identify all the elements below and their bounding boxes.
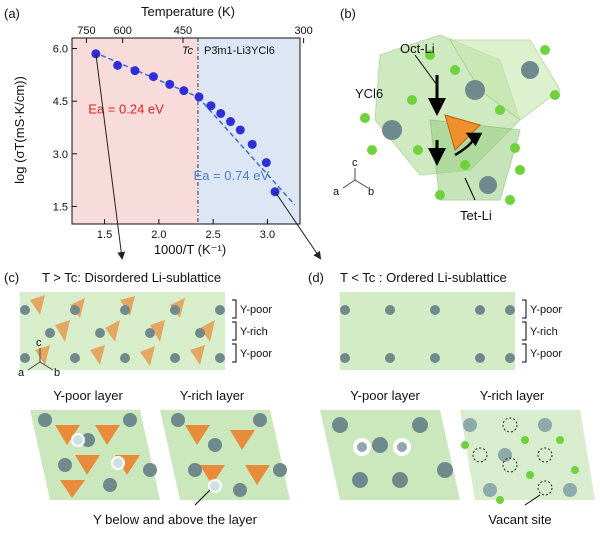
top-tick-label: 750 (77, 25, 95, 37)
ea-high-label: Ea = 0.24 eV (88, 101, 164, 116)
ea-low-label: Ea = 0.74 eV (194, 168, 270, 183)
x-tick-label: 1.5 (97, 229, 112, 241)
shade-low-temp (197, 38, 300, 224)
x-axis-label: 1000/T (K⁻¹) (154, 242, 226, 257)
d-note: Vacant site (488, 512, 551, 527)
crystal-structure-b (342, 34, 561, 205)
arrow-to-c (95, 53, 126, 260)
fit-line (197, 96, 296, 206)
y-rich-layer-c (160, 410, 290, 500)
data-point (226, 117, 236, 127)
axis-c-b: c (352, 157, 358, 169)
data-point (216, 108, 226, 118)
panel-d-label: (d) (308, 270, 324, 285)
panel-c-title: T > Tc: Disordered Li-sublattice (42, 270, 221, 285)
tet-li-label: Tet-Li (460, 208, 492, 223)
x-tick-label: 2.5 (205, 229, 220, 241)
data-point (179, 86, 189, 96)
layer-stack-c (20, 292, 237, 371)
y-axis-label: log (σT(mS·K/cm)) (12, 76, 27, 184)
data-point (113, 60, 123, 70)
panel-a-label: (a) (4, 6, 20, 21)
d-right-label: Y-rich layer (480, 388, 545, 403)
d-layer-2: Y-rich (530, 326, 558, 338)
oct-li-label: Oct-Li (400, 41, 435, 56)
chart-a: 1.5 2.0 2.5 3.0 1.5 3.0 4.5 6.0 750 600 450 300 Tc P3… (53, 25, 322, 260)
panel-d-title: T < Tc : Ordered Li-sublattice (340, 270, 507, 285)
c-left-label: Y-poor layer (53, 388, 123, 403)
data-point (148, 72, 158, 82)
top-tick-label: 600 (113, 25, 131, 37)
c-layer-2: Y-rich (240, 326, 268, 338)
c-layer-1: Y-poor (240, 304, 272, 316)
data-point (206, 101, 216, 111)
phase-label: P3̄m1-Li3YCl6 (204, 45, 275, 57)
data-point (235, 125, 245, 135)
data-point (194, 92, 204, 102)
data-point (165, 79, 175, 89)
x-tick-label: 3.0 (260, 229, 275, 241)
x-tick-label: 2.0 (151, 229, 166, 241)
data-point (261, 158, 271, 168)
c-axis-b: b (54, 367, 60, 379)
arrow-to-d (274, 191, 322, 260)
y-tick-label: 1.5 (53, 201, 68, 213)
top-tick-label: 300 (294, 25, 312, 37)
fit-line (93, 51, 199, 98)
y-poor-layer-d (320, 410, 460, 500)
shade-high-temp (72, 38, 198, 224)
c-layer-3: Y-poor (240, 348, 272, 360)
panel-c-label: (c) (4, 270, 19, 285)
y-tick-label: 3.0 (53, 149, 68, 161)
panel-b-label: (b) (340, 6, 356, 21)
plot-frame (71, 37, 301, 225)
c-axis-c: c (36, 337, 42, 349)
c-axis-a: a (18, 367, 25, 379)
data-point (247, 139, 257, 149)
ycl6-label: YCl6 (355, 86, 383, 101)
top-tick-label: 450 (174, 25, 192, 37)
y-tick-label: 4.5 (53, 96, 68, 108)
y-poor-layer-c (30, 410, 160, 500)
d-left-label: Y-poor layer (350, 388, 420, 403)
d-layer-3: Y-poor (530, 348, 562, 360)
layer-stack-d (340, 292, 527, 370)
d-layer-1: Y-poor (530, 304, 562, 316)
c-note: Y below and above the layer (93, 512, 257, 527)
axis-b-b: b (368, 186, 374, 198)
top-axis-label: Temperature (K) (141, 4, 235, 19)
y-tick-label: 6.0 (53, 44, 68, 56)
y-rich-layer-d (460, 410, 595, 504)
c-right-label: Y-rich layer (180, 388, 245, 403)
axis-a-b: a (333, 186, 340, 198)
tc-label: Tc (182, 45, 194, 57)
data-point (130, 66, 140, 76)
